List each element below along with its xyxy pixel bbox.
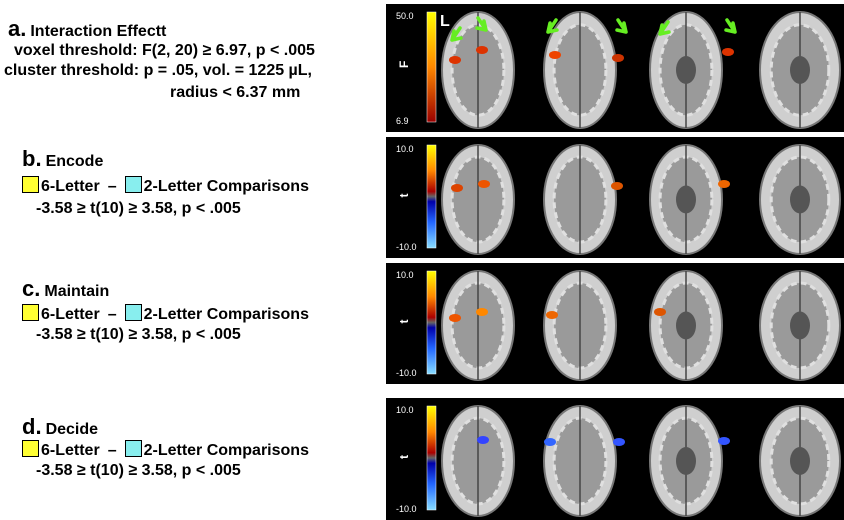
threshold-line: voxel threshold: F(2, 20) ≥ 6.97, p < .0…: [14, 42, 315, 60]
colorbar-symbol: t: [397, 194, 411, 198]
legend-swatch: [22, 304, 39, 321]
threshold-line: -3.58 ≥ t(10) ≥ 3.58, p < .005: [36, 326, 241, 344]
colorbar-max: 10.0: [396, 270, 414, 280]
activation: [718, 180, 730, 188]
legend-line: 6-Letter– 2-Letter Comparisons: [22, 304, 309, 324]
colorbar-min: -10.0: [396, 504, 417, 514]
colorbar-max: 50.0: [396, 11, 414, 21]
ventricle: [790, 447, 810, 475]
colorbar: [427, 145, 436, 248]
panel-heading: b.Encode: [22, 146, 103, 172]
legend-swatch: [22, 440, 39, 457]
activation: [451, 184, 463, 192]
legend-item: 2-Letter Comparisons: [144, 306, 309, 323]
panel-heading: a.Interaction Effectt: [8, 16, 166, 42]
legend-item: 2-Letter Comparisons: [144, 178, 309, 195]
legend-sep: –: [108, 306, 117, 323]
activation: [611, 182, 623, 190]
activation: [478, 180, 490, 188]
legend-swatch: [125, 176, 142, 193]
ventricle: [790, 312, 810, 340]
activation: [722, 48, 734, 56]
figure: 50.06.9FL10.0-10.0t10.0-10.0t10.0-10.0t …: [0, 0, 844, 520]
colorbar-min: -10.0: [396, 368, 417, 378]
panel-heading: c.Maintain: [22, 276, 109, 302]
colorbar-min: 6.9: [396, 116, 409, 126]
legend-swatch: [125, 440, 142, 457]
activation: [612, 54, 624, 62]
legend-sep: –: [108, 442, 117, 459]
legend-item: 6-Letter: [41, 178, 100, 195]
activation: [546, 311, 558, 319]
colorbar: [427, 12, 436, 122]
panel-title: Maintain: [44, 283, 109, 300]
activation: [449, 56, 461, 64]
colorbar-max: 10.0: [396, 144, 414, 154]
colorbar-symbol: t: [397, 455, 411, 459]
colorbar-min: -10.0: [396, 242, 417, 252]
colorbar: [427, 406, 436, 510]
legend-swatch: [22, 176, 39, 193]
panel-heading: d.Decide: [22, 414, 98, 440]
ventricle: [676, 312, 696, 340]
threshold-line: -3.58 ≥ t(10) ≥ 3.58, p < .005: [36, 462, 241, 480]
side-label: L: [440, 13, 450, 30]
panel-label: c.: [22, 276, 40, 301]
ventricle: [790, 186, 810, 214]
threshold-line: cluster threshold: p = .05, vol. = 1225 …: [4, 62, 312, 80]
colorbar: [427, 271, 436, 374]
colorbar-symbol: F: [397, 61, 411, 68]
legend-sep: –: [108, 178, 117, 195]
legend-item: 6-Letter: [41, 306, 100, 323]
activation: [477, 436, 489, 444]
panel-label: d.: [22, 414, 42, 439]
panel-title: Interaction Effectt: [30, 23, 166, 40]
threshold-line: -3.58 ≥ t(10) ≥ 3.58, p < .005: [36, 200, 241, 218]
activation: [449, 314, 461, 322]
ventricle: [676, 186, 696, 214]
panel-label: a.: [8, 16, 26, 41]
activation: [654, 308, 666, 316]
activation: [549, 51, 561, 59]
legend-line: 6-Letter– 2-Letter Comparisons: [22, 176, 309, 196]
activation: [544, 438, 556, 446]
colorbar-max: 10.0: [396, 405, 414, 415]
activation: [476, 308, 488, 316]
panel-label: b.: [22, 146, 42, 171]
panel-title: Encode: [46, 153, 104, 170]
ventricle: [676, 447, 696, 475]
activation: [613, 438, 625, 446]
ventricle: [790, 56, 810, 84]
colorbar-symbol: t: [397, 320, 411, 324]
legend-line: 6-Letter– 2-Letter Comparisons: [22, 440, 309, 460]
activation: [718, 437, 730, 445]
legend-swatch: [125, 304, 142, 321]
panel-title: Decide: [46, 421, 98, 438]
legend-item: 6-Letter: [41, 442, 100, 459]
threshold-line: radius < 6.37 mm: [170, 84, 300, 102]
ventricle: [676, 56, 696, 84]
legend-item: 2-Letter Comparisons: [144, 442, 309, 459]
activation: [476, 46, 488, 54]
